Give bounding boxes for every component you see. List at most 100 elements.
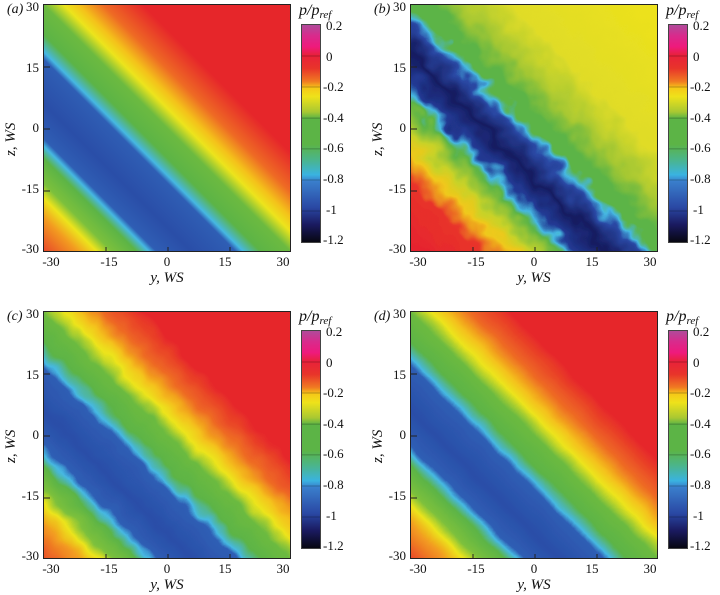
y-tick-label: -30 <box>388 241 406 256</box>
colorbar-tick-label: -0.4 <box>323 415 344 431</box>
heatmap-plot <box>410 311 658 559</box>
x-tick-label: 30 <box>643 254 657 269</box>
colorbar-tick-label: 0.2 <box>693 324 710 339</box>
colorbar-tick-label: -0.2 <box>323 79 344 95</box>
colorbar-tick-label: -0.8 <box>323 477 344 492</box>
colorbar-tick-label: -0.4 <box>690 415 711 431</box>
colorbar-tick-label: -1.2 <box>690 232 711 248</box>
colorbar-tick-label: -1 <box>693 507 704 523</box>
panel-label: (b) <box>374 2 391 17</box>
colorbar-tick-label: -0.8 <box>690 171 711 186</box>
figure-panel: (b) 30 15 0 -15 -30 -30 -15 0 15 30 y, WS z, WS p/pr… <box>360 0 720 295</box>
colorbar-tick-label: 0.2 <box>326 324 343 339</box>
colorbar-tick-label: -0.2 <box>690 385 711 401</box>
x-tick-label: 0 <box>530 561 538 576</box>
y-tick-label: 15 <box>26 59 39 75</box>
figure-panel: (a) 30 15 0 -15 -30 -30 -15 0 15 30 y, WS z, WS p/pr… <box>0 0 360 295</box>
x-tick-label: 0 <box>530 254 538 269</box>
colorbar-tick-label: -0.8 <box>323 171 344 186</box>
colorbar-tick-label: -0.8 <box>690 477 711 492</box>
x-tick-label: 15 <box>585 254 599 269</box>
colorbar-tick-label: -0.6 <box>690 140 711 156</box>
colorbar <box>301 330 321 549</box>
y-tick-label: -15 <box>388 180 406 196</box>
y-tick-label: 0 <box>32 120 40 135</box>
colorbar-title: p/pref <box>299 308 332 327</box>
panel-label: (a) <box>7 2 24 17</box>
colorbar-tick-label: 0.2 <box>693 18 710 33</box>
colorbar-tick-label: -1.2 <box>323 538 344 554</box>
y-tick-label: -30 <box>21 241 39 256</box>
y-tick-label: 0 <box>32 427 40 442</box>
heatmap-plot <box>43 4 291 252</box>
colorbar-title: p/pref <box>666 308 699 327</box>
x-tick-label: -15 <box>467 254 485 269</box>
y-tick-label: 30 <box>26 306 39 321</box>
x-tick-label: -15 <box>100 254 118 269</box>
panel-label: (d) <box>374 309 391 324</box>
y-tick-label: 15 <box>393 59 406 75</box>
x-axis-label: y, WS <box>150 577 184 593</box>
colorbar-tick-label: -1.2 <box>323 232 344 248</box>
colorbar-tick-label: -1.2 <box>690 538 711 554</box>
colorbar-tick-label: 0 <box>693 354 700 370</box>
y-tick-label: -15 <box>21 487 39 503</box>
colorbar-tick-label: -1 <box>326 507 337 523</box>
x-tick-label: 0 <box>163 254 171 269</box>
y-tick-label: -30 <box>21 548 39 563</box>
colorbar-tick-label: -0.6 <box>323 140 344 156</box>
y-tick-label: -15 <box>388 487 406 503</box>
colorbar-tick-label: -0.6 <box>690 446 711 462</box>
y-axis-label: z, WS <box>3 429 19 463</box>
colorbar-tick-label: -0.2 <box>690 79 711 95</box>
x-axis-label: y, WS <box>517 577 551 593</box>
colorbar <box>301 24 321 243</box>
heatmap-plot <box>410 4 658 252</box>
y-tick-label: -15 <box>21 180 39 196</box>
y-tick-label: 30 <box>393 306 406 321</box>
y-tick-label: 30 <box>26 0 39 14</box>
x-tick-label: -30 <box>42 254 60 269</box>
y-axis-label: z, WS <box>370 429 386 463</box>
colorbar <box>668 330 688 549</box>
x-tick-label: 30 <box>276 561 290 576</box>
x-tick-label: 15 <box>218 561 232 576</box>
panel-label: (c) <box>7 309 23 324</box>
colorbar-tick-label: 0.2 <box>326 18 343 33</box>
y-tick-label: 15 <box>26 366 39 382</box>
y-tick-label: 0 <box>399 120 407 135</box>
colorbar <box>668 24 688 243</box>
x-tick-label: 15 <box>218 254 232 269</box>
x-tick-label: 15 <box>585 561 599 576</box>
y-tick-label: 15 <box>393 366 406 382</box>
x-tick-label: 0 <box>163 561 171 576</box>
colorbar-title: p/pref <box>666 2 699 21</box>
figure-panel: (d) 30 15 0 -15 -30 -30 -15 0 15 30 y, WS z, WS p/pr… <box>360 300 720 595</box>
x-tick-label: 30 <box>643 561 657 576</box>
x-tick-label: -30 <box>42 561 60 576</box>
colorbar-tick-label: -0.6 <box>323 446 344 462</box>
figure-panel: (c) 30 15 0 -15 -30 -30 -15 0 15 30 y, WS z, WS p/pr… <box>0 300 360 595</box>
x-tick-label: -15 <box>467 561 485 576</box>
colorbar-tick-label: 0 <box>693 48 700 64</box>
colorbar-tick-label: -0.4 <box>323 109 344 125</box>
x-tick-label: -15 <box>100 561 118 576</box>
colorbar-tick-label: -0.2 <box>323 385 344 401</box>
y-axis-label: z, WS <box>370 122 386 156</box>
x-tick-label: -30 <box>409 561 427 576</box>
x-axis-label: y, WS <box>517 270 551 286</box>
colorbar-tick-label: 0 <box>326 354 333 370</box>
heatmap-plot <box>43 311 291 559</box>
colorbar-tick-label: -0.4 <box>690 109 711 125</box>
x-tick-label: 30 <box>276 254 290 269</box>
colorbar-tick-label: 0 <box>326 48 333 64</box>
x-axis-label: y, WS <box>150 270 184 286</box>
colorbar-tick-label: -1 <box>693 201 704 217</box>
y-tick-label: 0 <box>399 427 407 442</box>
y-tick-label: 30 <box>393 0 406 14</box>
colorbar-tick-label: -1 <box>326 201 337 217</box>
colorbar-title: p/pref <box>299 2 332 21</box>
y-tick-label: -30 <box>388 548 406 563</box>
x-tick-label: -30 <box>409 254 427 269</box>
y-axis-label: z, WS <box>3 122 19 156</box>
